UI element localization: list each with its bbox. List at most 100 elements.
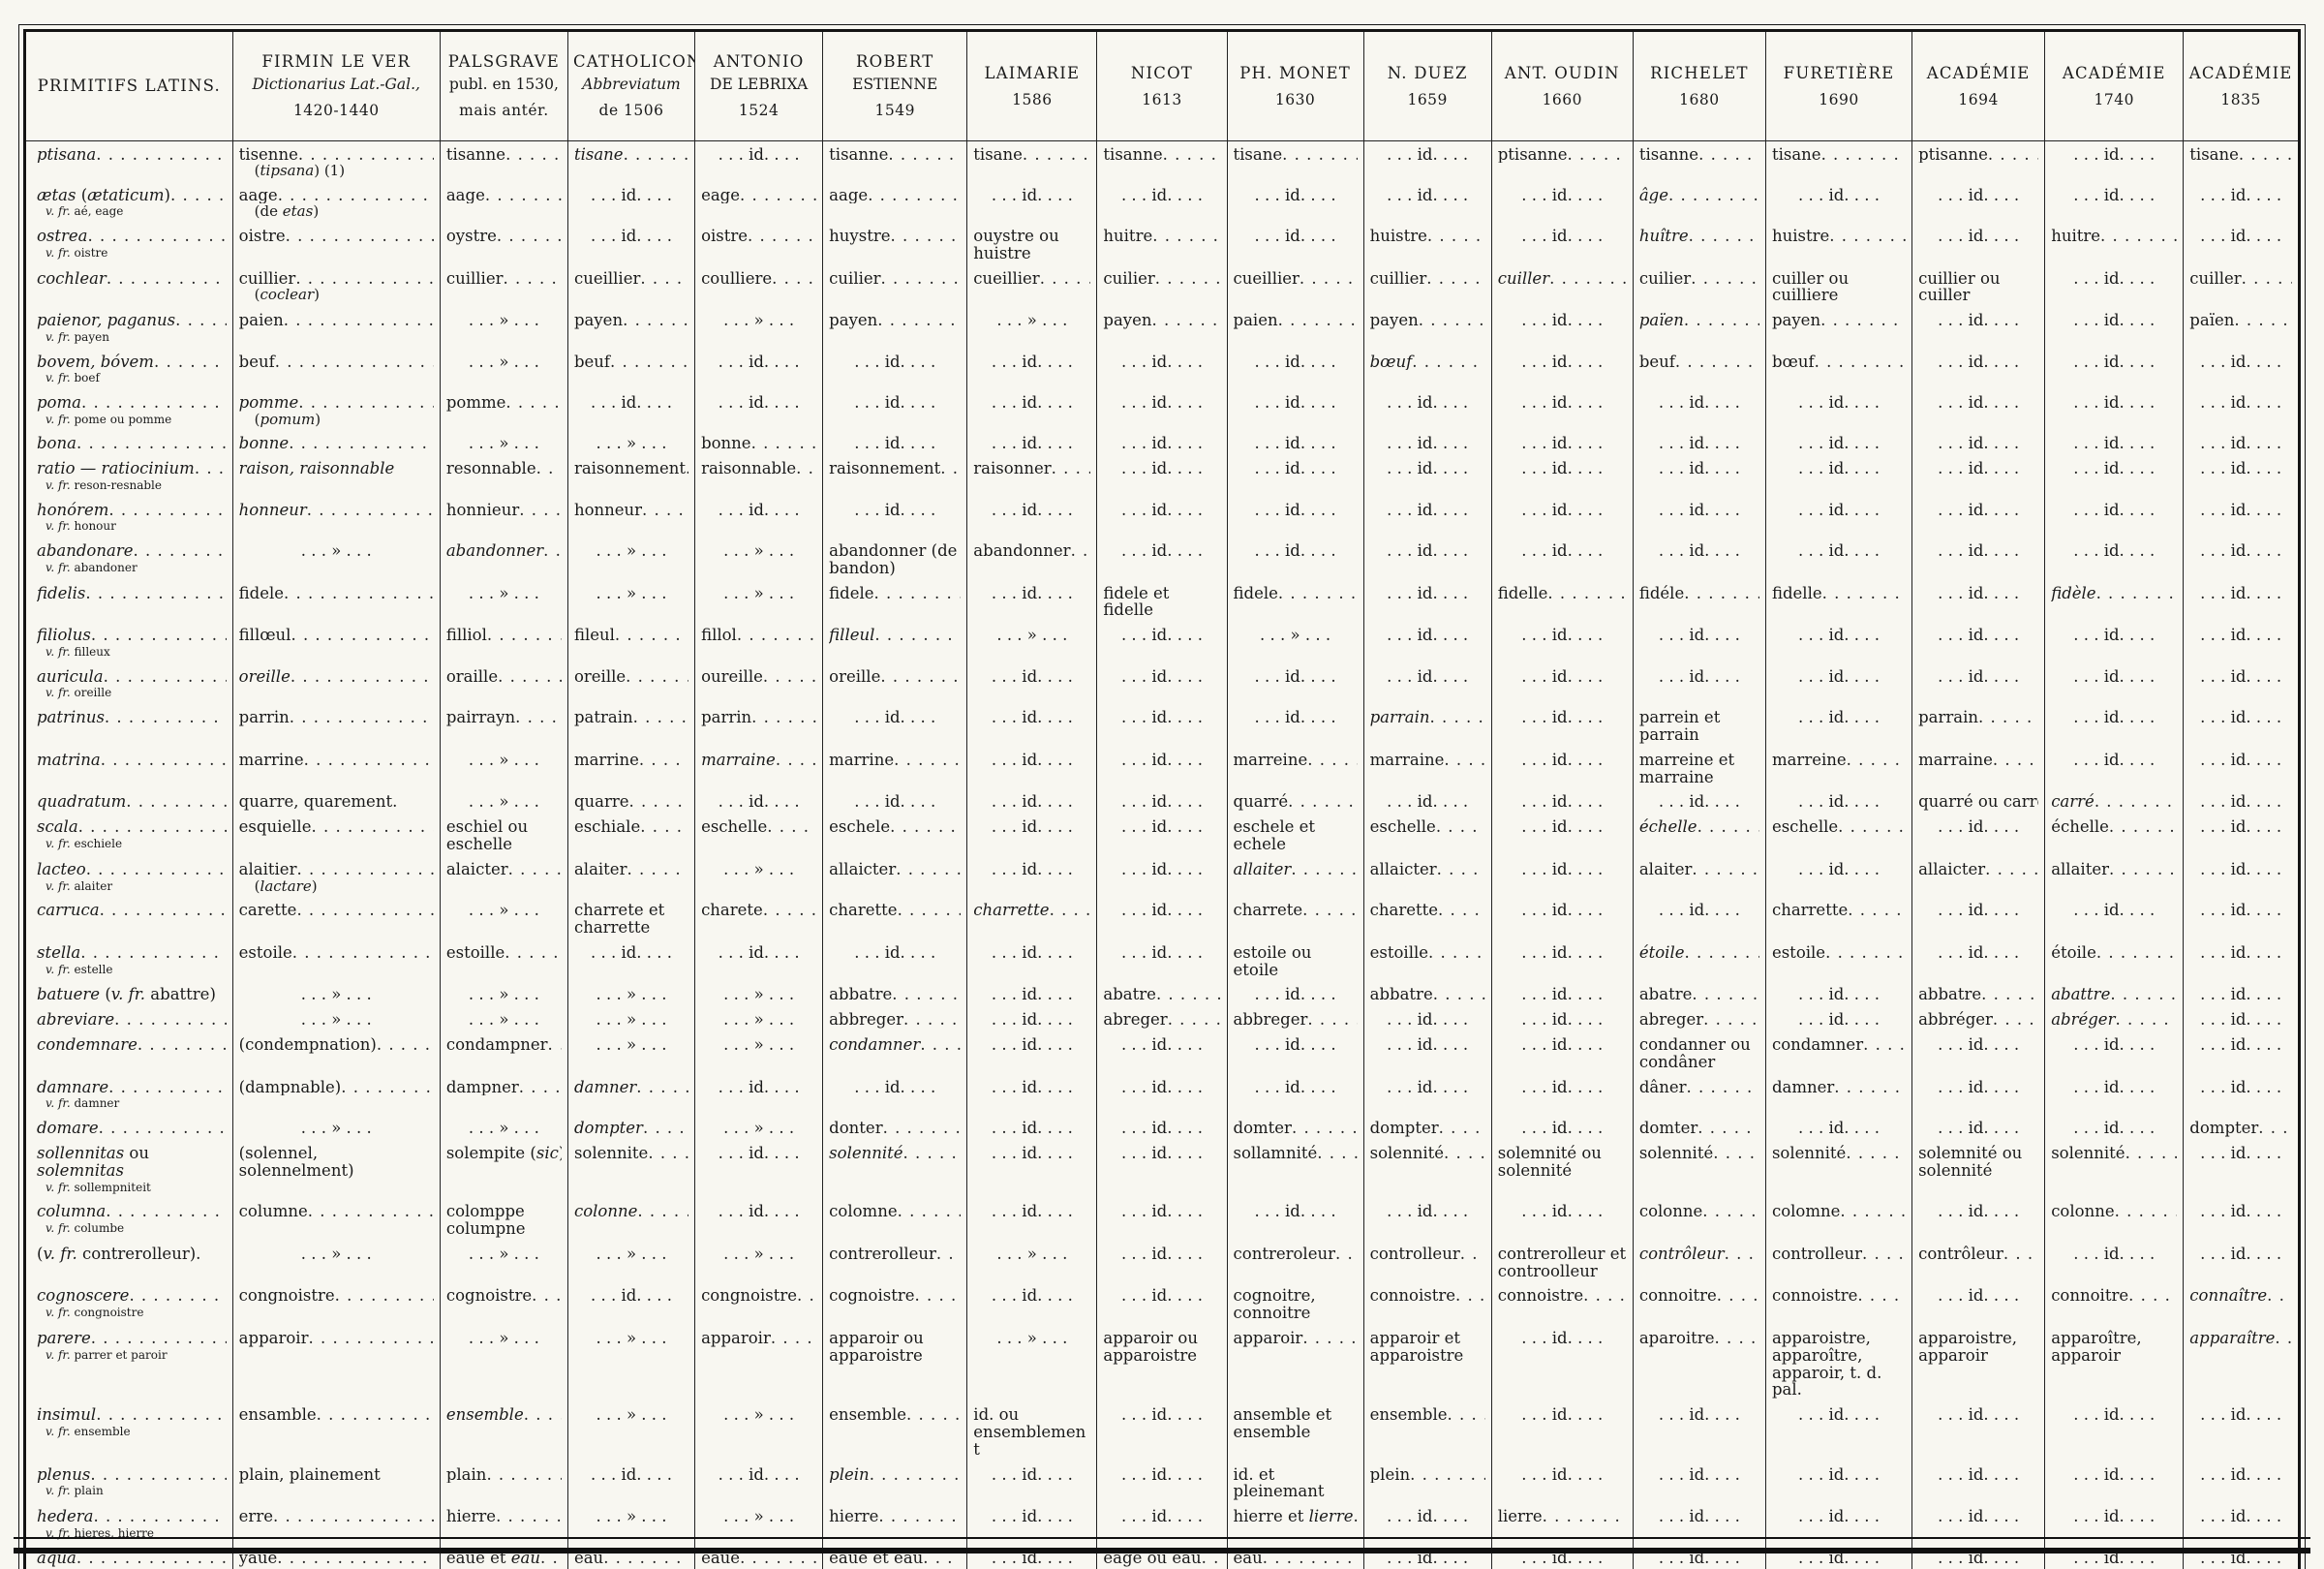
table-cell: . . . id. . . . bbox=[1911, 1031, 2046, 1074]
table-cell: . . . id. . . . bbox=[2200, 1011, 2282, 1030]
table-cell: huystre . . . . . . . . . . . . . . . . … bbox=[822, 222, 968, 265]
table-cell: . . . id. . . . bbox=[1096, 1401, 1228, 1461]
table-cell: tisanne . . . . . . . . . . . . . . . . … bbox=[1633, 140, 1766, 182]
table-cell: . . . id. . . . bbox=[1363, 1198, 1492, 1241]
table-cell: . . . id. . . . bbox=[1227, 704, 1364, 747]
table-cell: . . . id. . . . bbox=[2200, 986, 2282, 1004]
table-cell: charette . . . . . . . . . . . . . . . .… bbox=[1363, 897, 1492, 939]
table-cell: . . . id. . . . bbox=[567, 1461, 696, 1504]
table-cell: damner . . . . . . . . . . . . . . . . .… bbox=[1765, 1073, 1913, 1116]
table-cell: . . . id. . . . bbox=[966, 746, 1098, 789]
table-row: poma . . . . . . . . . . . . . . . . . .… bbox=[26, 388, 2298, 431]
table-cell: condanner ou condâner bbox=[1633, 1031, 1766, 1074]
table-cell: contrôleur . . . . . . . . . . . . . . .… bbox=[1911, 1240, 2046, 1283]
table-cell: . . . » . . . bbox=[567, 579, 696, 623]
table-cell: abatre . . . . . . . . . . . . . . . . .… bbox=[1633, 981, 1766, 1007]
table-cell: . . . id. . . . bbox=[2044, 1031, 2185, 1074]
table-cell: . . . id. . . . bbox=[1491, 388, 1634, 431]
table-cell: . . . » . . . bbox=[232, 1115, 441, 1140]
table-cell: cueillier . . . . . . . . . . . . . . . … bbox=[966, 264, 1098, 308]
table-cell: . . . id. . . . bbox=[1227, 662, 1364, 705]
table-cell: marrine . . . . . . . . . . . . . . . . … bbox=[822, 746, 968, 789]
table-cell: cuillier . . . . . . . . . . . . . . . .… bbox=[440, 264, 568, 308]
table-cell: . . . id. . . . bbox=[822, 430, 968, 456]
table-cell: eschele et echele bbox=[1227, 814, 1364, 856]
table-cell: tisanne . . . . . . . . . . . . . . . . … bbox=[440, 140, 568, 182]
table-cell: . . . id. . . . bbox=[1765, 1006, 1913, 1032]
table-cell: . . . id. . . . bbox=[2200, 501, 2282, 519]
table-cell: eschelle . . . . . . . . . . . . . . . .… bbox=[1765, 814, 1913, 856]
table-cell: . . . id. . . . bbox=[1765, 855, 1913, 898]
table-cell: apparoir ou apparoistre bbox=[1096, 1324, 1228, 1402]
table-cell: . . . id. . . . bbox=[1096, 788, 1228, 815]
table-cell: apparoître, apparoir bbox=[2044, 1324, 2185, 1402]
table-cell: estoile ou etoile bbox=[1227, 938, 1364, 982]
table-cell: tisane . . . . . . . . . . . . . . . . .… bbox=[2189, 145, 2292, 164]
table-cell: . . . id. . . . bbox=[1911, 897, 2046, 939]
column-header-lever: FIRMIN LE VER Dictionarius Lat.-Gal., 1420… bbox=[232, 32, 441, 141]
table-cell: tisanne . . . . . . . . . . . . . . . . … bbox=[822, 140, 968, 182]
table-cell: . . . » . . . bbox=[694, 1401, 824, 1461]
table-cell: dompter . . . . . . . . . . . . . . . . … bbox=[1363, 1115, 1492, 1140]
table-cell: abandonner . . . . . . . . . . . . . . .… bbox=[966, 538, 1098, 580]
table-cell: payen . . . . . . . . . . . . . . . . . … bbox=[1363, 307, 1492, 349]
table-cell: . . . id. . . . bbox=[2044, 897, 2185, 939]
table-cell: connoistre . . . . . . . . . . . . . . .… bbox=[1491, 1282, 1634, 1325]
table-cell: alaiter . . . . . . . . . . . . . . . . … bbox=[567, 855, 696, 898]
table-cell: beuf . . . . . . . . . . . . . . . . . . bbox=[232, 348, 441, 389]
table-cell: . . . id. . . . bbox=[694, 140, 824, 182]
table-cell: fidele . . . . . . . . . . . . . . . . .… bbox=[822, 579, 968, 623]
table-cell: plain, plainement bbox=[232, 1461, 441, 1504]
table-cell: . . . id. . . . bbox=[1491, 1461, 1634, 1504]
table-cell: connaître . . . . . . . . . . . . . . . … bbox=[2189, 1287, 2292, 1306]
table-cell: . . . » . . . bbox=[440, 897, 568, 939]
table-cell: . . . id. . . . bbox=[1911, 1282, 2046, 1325]
table-row: cochlear . . . . . . . . . . . . . . . .… bbox=[26, 264, 2298, 308]
table-cell: . . . id. . . . bbox=[1491, 704, 1634, 747]
table-cell: . . . id. . . . bbox=[694, 1198, 824, 1241]
table-cell: . . . id. . . . bbox=[1911, 662, 2046, 705]
table-cell: huistre . . . . . . . . . . . . . . . . … bbox=[1363, 222, 1492, 265]
table-cell: . . . id. . . . bbox=[1491, 1401, 1634, 1461]
table-cell: pairrayn . . . . . . . . . . . . . . . .… bbox=[440, 704, 568, 747]
table-cell: payen . . . . . . . . . . . . . . . . . … bbox=[1096, 307, 1228, 349]
table-cell: . . . id. . . . bbox=[1633, 1401, 1766, 1461]
table-row: paienor, paganus . . . . . . . . . . . .… bbox=[26, 307, 2298, 349]
latin-term-cell: cognoscere . . . . . . . . . . . . . . .… bbox=[26, 1282, 233, 1325]
table-row: auricula . . . . . . . . . . . . . . . .… bbox=[26, 662, 2298, 705]
latin-term-cell: parere . . . . . . . . . . . . . . . . .… bbox=[26, 1324, 233, 1402]
page-bottom-rule bbox=[14, 1537, 2310, 1554]
table-cell: . . . id. . . . bbox=[1363, 1006, 1492, 1032]
table-cell: . . . » . . . bbox=[1227, 622, 1364, 663]
table-cell: ensamble . . . . . . . . . . . . . . . .… bbox=[232, 1401, 441, 1461]
table-cell: . . . id. . . . bbox=[1911, 579, 2046, 623]
table-cell: . . . id. . . . bbox=[822, 788, 968, 815]
table-cell: alaicter . . . . . . . . . . . . . . . .… bbox=[440, 855, 568, 898]
table-cell: cognoitre, connoitre bbox=[1227, 1282, 1364, 1325]
table-cell: . . . » . . . bbox=[567, 981, 696, 1007]
table-cell: condamner . . . . . . . . . . . . . . . … bbox=[822, 1031, 968, 1074]
column-header-furetiere: FURETIÈRE 1690 bbox=[1765, 32, 1913, 141]
table-cell: . . . id. . . . bbox=[966, 1139, 1098, 1199]
table-cell: tisanne . . . . . . . . . . . . . . . . … bbox=[1096, 140, 1228, 182]
table-cell: cognoistre . . . . . . . . . . . . . . .… bbox=[440, 1282, 568, 1325]
table-cell: . . . id. . . . bbox=[1363, 622, 1492, 663]
table-cell: . . . id. . . . bbox=[694, 938, 824, 982]
table-cell: . . . id. . . . bbox=[1491, 430, 1634, 456]
table-cell: . . . id. . . . bbox=[1491, 1006, 1634, 1032]
table-cell: . . . id. . . . bbox=[1096, 1282, 1228, 1325]
table-cell: . . . id. . . . bbox=[2200, 1078, 2282, 1096]
table-cell: fidelle . . . . . . . . . . . . . . . . … bbox=[1765, 579, 1913, 623]
table-cell: . . . id. . . . bbox=[694, 388, 824, 431]
table-cell: . . . id. . . . bbox=[2200, 1036, 2282, 1054]
table-cell: aage . . . . . . . . . . . . . . . . . . bbox=[822, 181, 968, 223]
table-cell: . . . » . . . bbox=[694, 538, 824, 580]
table-cell: colonne . . . . . . . . . . . . . . . . … bbox=[567, 1198, 696, 1241]
table-row: quadratum . . . . . . . . . . . . . . . … bbox=[26, 788, 2298, 815]
table-cell: raison, raisonnable bbox=[232, 455, 441, 497]
table-cell: . . . id. . . . bbox=[1491, 181, 1634, 223]
table-cell: . . . id. . . . bbox=[1491, 746, 1634, 789]
table-cell: beuf . . . . . . . . . . . . . . . . . . bbox=[567, 348, 696, 389]
table-cell: . . . id. . . . bbox=[1096, 897, 1228, 939]
latin-term-cell: condemnare . . . . . . . . . . . . . . .… bbox=[26, 1031, 233, 1074]
